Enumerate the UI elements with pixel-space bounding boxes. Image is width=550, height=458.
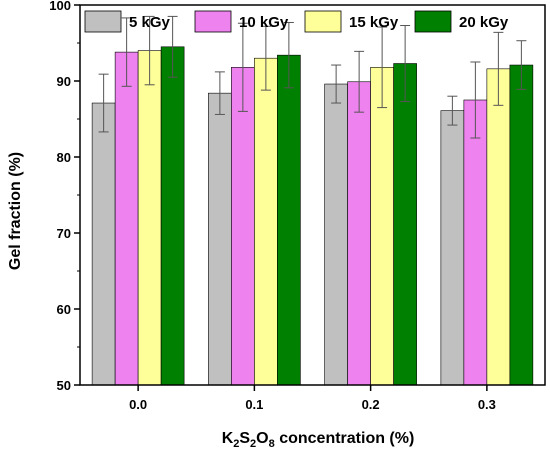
x-axis-title: K2S2O8 concentration (%) xyxy=(222,430,415,450)
bars-layer xyxy=(91,46,534,386)
legend-swatch xyxy=(84,10,122,33)
y-tick-label: 100 xyxy=(49,0,71,13)
x-axis-title-k: K xyxy=(222,430,234,447)
legend: 5 kGy 10 kGy 15 kGy 20 kGy xyxy=(84,10,509,33)
legend-label: 10 kGy xyxy=(239,14,289,31)
bar xyxy=(231,67,255,386)
x-axis-title-tail: concentration (%) xyxy=(275,430,415,447)
x-axis-title-s: S xyxy=(239,430,250,447)
y-tick-label: 60 xyxy=(57,302,71,317)
bar xyxy=(137,50,162,386)
x-axis: 0.0 0.1 0.2 0.3 xyxy=(129,385,496,412)
x-axis-title-sub-3: 8 xyxy=(269,438,275,450)
bar xyxy=(347,81,371,386)
bar xyxy=(393,63,417,386)
bar xyxy=(463,99,488,386)
y-tick-label: 80 xyxy=(57,150,71,165)
bar xyxy=(440,110,465,386)
legend-swatch xyxy=(194,10,232,33)
y-axis-title: Gel fraction (%) xyxy=(7,152,24,270)
bar xyxy=(208,92,232,386)
bar xyxy=(324,83,348,386)
legend-label: 15 kGy xyxy=(349,14,399,31)
bar xyxy=(114,51,139,386)
x-axis-title-sub-1: 2 xyxy=(233,438,239,450)
bar xyxy=(370,67,394,386)
bar xyxy=(160,46,185,386)
bar xyxy=(486,68,511,386)
bar xyxy=(277,54,301,386)
legend-swatch xyxy=(414,10,452,33)
x-tick-label: 0.2 xyxy=(362,397,380,412)
y-tick-label: 50 xyxy=(57,378,71,393)
x-tick-label: 0.3 xyxy=(478,397,496,412)
y-axis: 50 60 70 80 90 100 xyxy=(49,0,80,393)
x-axis-title-o: O xyxy=(256,430,268,447)
legend-label: 5 kGy xyxy=(129,14,171,31)
x-tick-label: 0.1 xyxy=(245,397,263,412)
x-tick-label: 0.0 xyxy=(129,397,147,412)
legend-label: 20 kGy xyxy=(459,14,509,31)
y-tick-label: 70 xyxy=(57,226,71,241)
legend-swatch xyxy=(304,10,342,33)
x-axis-title-sub-2: 2 xyxy=(250,438,256,450)
error-bars-layer xyxy=(98,15,527,139)
bar xyxy=(91,102,116,386)
bar xyxy=(254,57,278,386)
bar xyxy=(509,64,534,386)
y-tick-label: 90 xyxy=(57,74,71,89)
